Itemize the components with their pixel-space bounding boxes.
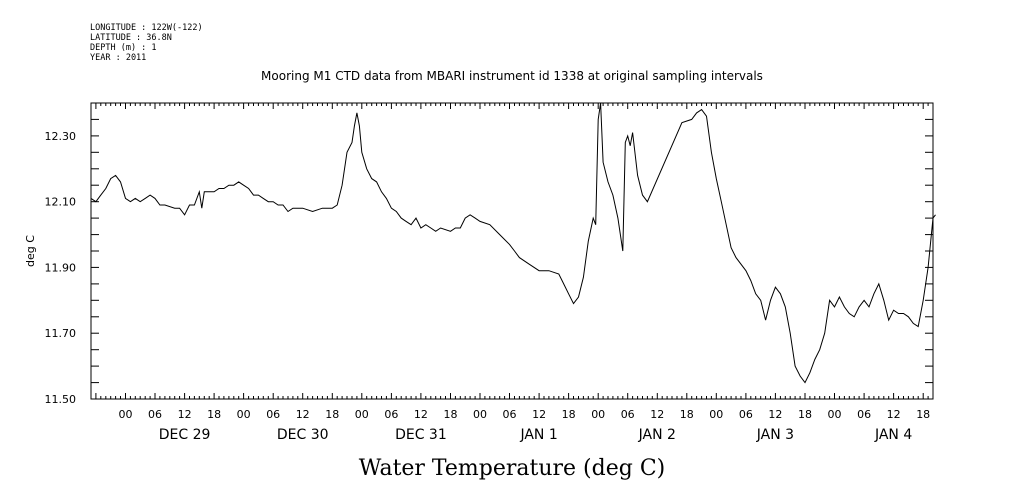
day-label: JAN 2 [638, 427, 676, 443]
day-label: DEC 30 [277, 427, 329, 443]
x-tick-label: 06 [148, 408, 162, 421]
y-tick-label: 11.90 [45, 261, 77, 274]
x-tick-label: 00 [828, 408, 842, 421]
y-tick-label: 11.50 [45, 393, 77, 406]
y-tick-label: 12.10 [45, 196, 77, 209]
x-tick-label: 06 [266, 408, 280, 421]
y-tick-label: 11.70 [45, 327, 77, 340]
x-tick-label: 00 [355, 408, 369, 421]
depth-label: DEPTH (m) : 1 [90, 43, 157, 53]
day-label: JAN 1 [519, 427, 557, 443]
x-tick-label: 06 [503, 408, 517, 421]
x-tick-label: 18 [916, 408, 930, 421]
day-labels: DEC 29 DEC 30 DEC 31 JAN 1 JAN 2 JAN 3 JAN 4 [159, 427, 913, 443]
x-tick-label: 12 [650, 408, 664, 421]
x-tick-label: 00 [591, 408, 605, 421]
x-tick-label: 18 [325, 408, 339, 421]
x-tick-label: 18 [798, 408, 812, 421]
latitude-label: LATITUDE : 36.8N [90, 33, 172, 43]
x-tick-label: 06 [621, 408, 635, 421]
year-label: YEAR : 2011 [90, 53, 146, 63]
x-tick-label: 00 [119, 408, 133, 421]
longitude-label: LONGITUDE : 122W(-122) [90, 23, 203, 33]
x-tick-label: 18 [680, 408, 694, 421]
day-label: DEC 31 [395, 427, 447, 443]
x-tick-label: 12 [768, 408, 782, 421]
x-tick-label: 00 [473, 408, 487, 421]
x-tick-label: 12 [532, 408, 546, 421]
x-tick-label: 12 [296, 408, 310, 421]
chart-title: Mooring M1 CTD data from MBARI instrumen… [261, 69, 763, 83]
x-tick-label: 18 [444, 408, 458, 421]
x-tick-label: 06 [857, 408, 871, 421]
y-tick-label: 12.30 [45, 130, 77, 143]
plot-frame [90, 102, 934, 400]
x-tick-label: 12 [178, 408, 192, 421]
x-tick-label: 00 [709, 408, 723, 421]
x-tick-label: 12 [887, 408, 901, 421]
x-tick-labels: 00 06 12 18 00 06 12 18 00 06 12 18 00 06 12 18 00 06 12 18… [119, 408, 931, 421]
axis-ticks [90, 102, 934, 400]
x-tick-label: 18 [207, 408, 221, 421]
x-tick-label: 00 [237, 408, 251, 421]
x-tick-label: 18 [562, 408, 576, 421]
y-tick-labels: 11.50 11.70 11.90 12.10 12.30 [45, 130, 77, 406]
x-tick-label: 12 [414, 408, 428, 421]
day-label: JAN 3 [756, 427, 794, 443]
x-axis-label: Water Temperature (deg C) [359, 456, 666, 481]
x-tick-label: 06 [384, 408, 398, 421]
x-tick-label: 06 [739, 408, 753, 421]
day-label: JAN 4 [874, 427, 912, 443]
y-axis-label: deg C [24, 235, 37, 267]
day-label: DEC 29 [159, 427, 211, 443]
temperature-series-line [90, 102, 936, 384]
